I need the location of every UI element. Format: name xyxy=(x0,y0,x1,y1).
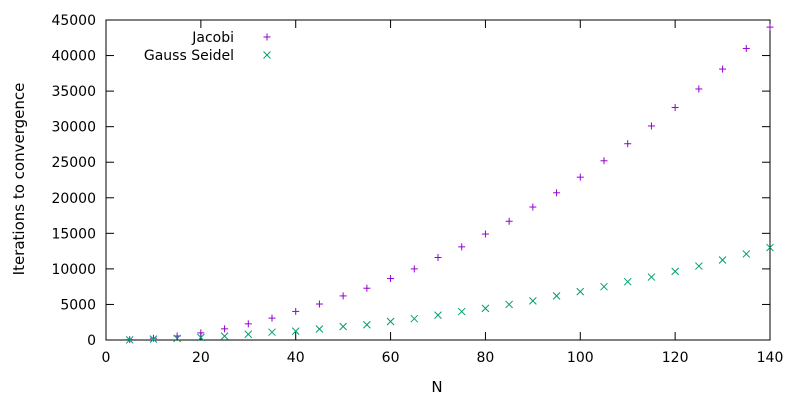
data-point-jacobi xyxy=(149,334,157,342)
data-point-jacobi xyxy=(339,292,347,300)
data-point-gauss-seidel xyxy=(220,332,229,340)
series-layer xyxy=(125,23,774,344)
x-tick-label: 60 xyxy=(382,350,400,366)
data-point-gauss-seidel xyxy=(386,317,395,326)
x-tick-label: 0 xyxy=(102,350,111,366)
data-point-jacobi xyxy=(719,65,727,73)
y-tick-label: 45000 xyxy=(51,13,96,29)
data-point-jacobi xyxy=(529,203,537,211)
series-jacobi xyxy=(126,23,774,344)
data-point-gauss-seidel xyxy=(173,334,181,343)
x-tick-label: 140 xyxy=(757,350,784,366)
data-point-gauss-seidel xyxy=(268,328,276,337)
data-point-gauss-seidel xyxy=(766,243,774,252)
data-point-jacobi xyxy=(434,254,442,262)
data-point-gauss-seidel xyxy=(695,262,703,270)
data-point-gauss-seidel xyxy=(244,330,253,339)
data-point-jacobi xyxy=(647,122,655,130)
data-point-gauss-seidel xyxy=(671,267,679,276)
legend-symbol xyxy=(263,51,271,59)
y-tick-label: 10000 xyxy=(51,262,96,278)
y-tick-label: 0 xyxy=(87,333,96,349)
data-point-jacobi xyxy=(695,85,703,93)
x-axis-label: N xyxy=(431,378,442,396)
plot-frame xyxy=(105,19,771,341)
data-point-gauss-seidel xyxy=(718,256,727,264)
data-point-jacobi xyxy=(481,230,489,238)
data-point-gauss-seidel xyxy=(197,333,205,342)
y-axis-ticks: 0 5000 10000 15000 20000 25000 30000 35000 40000… xyxy=(51,13,770,349)
y-axis-label: Iterations to convergence xyxy=(10,83,28,276)
data-point-jacobi xyxy=(505,217,513,225)
data-point-gauss-seidel xyxy=(125,336,134,344)
data-point-gauss-seidel xyxy=(315,325,324,333)
data-point-jacobi xyxy=(671,103,679,111)
data-point-gauss-seidel xyxy=(339,322,347,331)
data-point-gauss-seidel xyxy=(410,314,419,323)
y-tick-label: 25000 xyxy=(51,155,96,171)
data-point-gauss-seidel xyxy=(529,297,537,305)
data-point-jacobi xyxy=(244,320,252,328)
data-point-gauss-seidel xyxy=(576,287,585,296)
data-point-jacobi xyxy=(576,173,584,181)
x-tick-label: 40 xyxy=(287,350,305,366)
y-tick-label: 35000 xyxy=(51,84,96,100)
x-tick-label: 20 xyxy=(192,350,210,366)
y-tick-label: 5000 xyxy=(60,297,96,313)
y-tick-label: 40000 xyxy=(51,49,96,65)
data-point-gauss-seidel xyxy=(291,327,300,335)
data-point-gauss-seidel xyxy=(434,311,442,319)
legend-symbol xyxy=(263,33,271,41)
plot-border xyxy=(105,19,771,341)
data-point-jacobi xyxy=(600,157,608,165)
legend: Jacobi Gauss Seidel xyxy=(144,30,271,64)
data-point-gauss-seidel xyxy=(363,320,371,329)
data-point-jacobi xyxy=(624,140,632,148)
x-tick-label: 100 xyxy=(567,350,594,366)
legend-label-gauss-seidel: Gauss Seidel xyxy=(144,48,234,64)
y-tick-label: 30000 xyxy=(51,120,96,136)
data-point-jacobi xyxy=(410,265,418,273)
data-point-gauss-seidel xyxy=(149,335,158,344)
data-point-gauss-seidel xyxy=(481,304,490,313)
legend-marker-jacobi xyxy=(263,33,271,41)
y-tick-label: 20000 xyxy=(51,191,96,207)
data-point-gauss-seidel xyxy=(623,277,632,286)
y-tick-label: 15000 xyxy=(51,226,96,242)
data-point-jacobi xyxy=(292,307,300,315)
data-point-gauss-seidel xyxy=(742,250,751,258)
data-point-gauss-seidel xyxy=(457,307,466,316)
x-tick-label: 80 xyxy=(477,350,495,366)
data-point-jacobi xyxy=(766,23,774,31)
data-point-gauss-seidel xyxy=(505,300,513,309)
legend-marker-gauss-seidel xyxy=(263,51,271,59)
data-point-gauss-seidel xyxy=(552,292,561,300)
data-point-jacobi xyxy=(742,44,750,52)
data-point-jacobi xyxy=(387,275,395,283)
data-point-jacobi xyxy=(221,325,229,333)
data-point-gauss-seidel xyxy=(647,273,656,281)
data-point-jacobi xyxy=(553,189,561,197)
data-point-jacobi xyxy=(458,243,466,251)
legend-label-jacobi: Jacobi xyxy=(191,30,234,46)
series-gauss-seidel xyxy=(125,243,774,344)
x-axis-ticks: 0 20 40 60 80 100 120 140 xyxy=(102,20,784,366)
data-point-jacobi xyxy=(315,300,323,308)
data-point-jacobi xyxy=(268,314,276,322)
x-tick-label: 120 xyxy=(662,350,689,366)
data-point-gauss-seidel xyxy=(600,282,608,291)
data-point-jacobi xyxy=(363,284,371,292)
data-point-jacobi xyxy=(197,329,205,337)
